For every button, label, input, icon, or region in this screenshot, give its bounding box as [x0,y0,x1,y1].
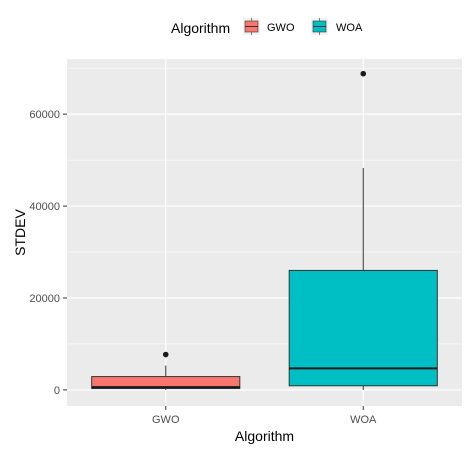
y-tick-label: 0 [54,385,60,397]
legend: Algorithm GWO WOA [171,18,363,36]
legend-label-gwo: GWO [267,22,295,34]
y-tick-label: 60000 [29,109,60,121]
x-tick-label: WOA [350,414,377,426]
legend-label-woa: WOA [336,22,363,34]
outlier-point [162,351,169,358]
legend-key-woa [311,18,328,35]
boxes [91,70,438,390]
x-tick-label: GWO [152,414,180,426]
box-iqr [91,376,241,390]
y-axis-title: STDEV [12,209,28,256]
box-iqr [288,269,438,387]
x-axis: GWO WOA [152,406,377,426]
box-gwo [91,351,241,390]
box-woa [288,70,438,390]
y-tick-label: 40000 [29,201,60,213]
y-tick-label: 20000 [29,293,60,305]
y-axis: 0 20000 40000 60000 [29,109,67,397]
x-axis-title: Algorithm [235,428,294,444]
legend-key-gwo [243,18,260,35]
outlier-point [360,70,367,77]
legend-title: Algorithm [171,20,230,36]
